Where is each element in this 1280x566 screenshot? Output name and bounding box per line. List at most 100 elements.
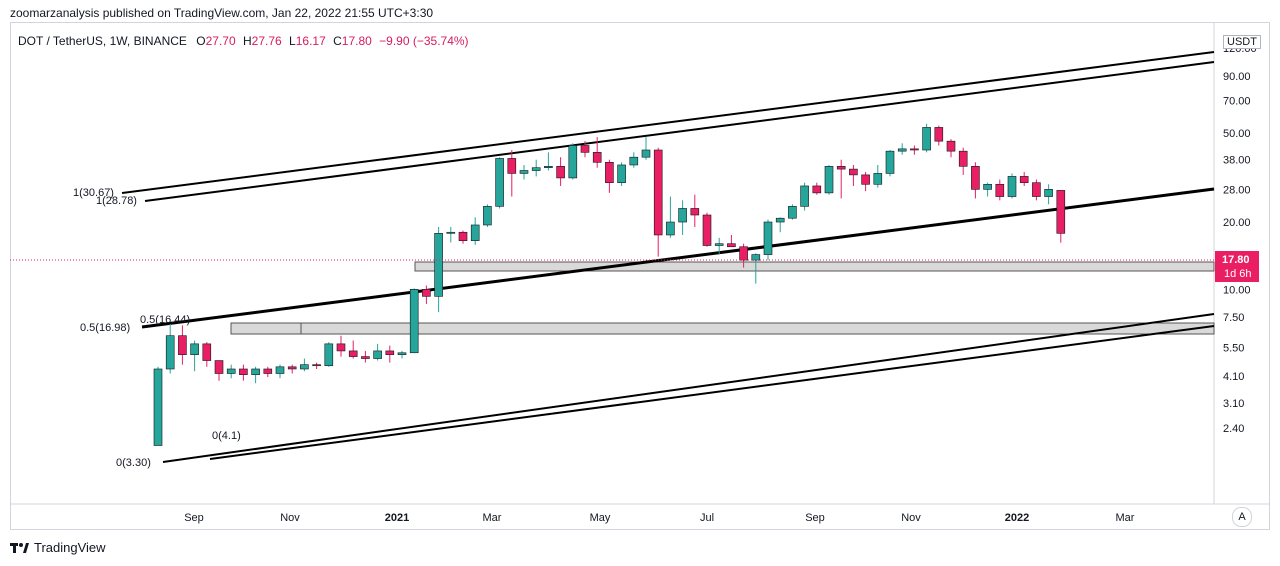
candle-body xyxy=(263,368,273,374)
candle-body xyxy=(458,231,468,241)
footer: TradingView xyxy=(10,540,106,555)
candle-body xyxy=(153,368,163,446)
candle-body xyxy=(739,246,748,261)
symbol-legend: DOT / TetherUS, 1W, BINANCE O27.70 H27.7… xyxy=(18,34,473,48)
price-tick-label: 2.40 xyxy=(1223,423,1244,435)
candle-body xyxy=(1032,182,1041,197)
countdown-value: 1d 6h xyxy=(1224,268,1252,280)
price-tick-label: 28.00 xyxy=(1223,184,1251,196)
candle-body xyxy=(946,140,956,152)
candle-body xyxy=(641,149,651,158)
candle-body xyxy=(568,145,578,179)
candle-body xyxy=(763,221,773,255)
channel-lines xyxy=(121,51,1215,463)
currency-label[interactable]: USDT xyxy=(1223,35,1261,49)
candle-body xyxy=(836,166,846,170)
footer-brand: TradingView xyxy=(34,540,106,555)
candle-body xyxy=(544,166,553,169)
zone-lower xyxy=(230,322,1215,335)
candle-body xyxy=(1056,190,1066,234)
time-tick-label: Nov xyxy=(280,512,300,524)
candle-body xyxy=(1019,176,1029,183)
price-tick-label: 90.00 xyxy=(1223,71,1251,83)
tradingview-logo-icon xyxy=(10,542,29,553)
time-tick-label: Mar xyxy=(1116,512,1135,524)
candle-body xyxy=(397,352,407,355)
candle-body xyxy=(251,368,260,375)
candle-body xyxy=(470,224,480,241)
low-value: 16.17 xyxy=(295,34,326,48)
last-price-value: 17.80 xyxy=(1222,254,1250,266)
candle-body xyxy=(788,206,797,219)
channel-bottom-line-1 xyxy=(162,313,1215,463)
candle-body xyxy=(934,127,944,142)
candle-body xyxy=(1044,189,1053,197)
candle-body xyxy=(849,168,858,176)
symbol-name: DOT / TetherUS, 1W, BINANCE xyxy=(18,34,187,48)
candle-body xyxy=(300,364,309,370)
high-value: 27.76 xyxy=(251,34,282,48)
candle-body xyxy=(202,343,212,361)
candle-body xyxy=(580,145,590,153)
support-zones xyxy=(230,261,1215,335)
candle-body xyxy=(1007,176,1017,197)
candle-body xyxy=(885,150,895,174)
candle-body xyxy=(800,185,809,207)
zone-upper xyxy=(414,261,1215,272)
time-tick-label: Sep xyxy=(805,512,825,524)
high-label: H xyxy=(243,34,252,48)
price-tick-label: 70.00 xyxy=(1223,95,1251,107)
change-value: −9.90 (−35.74%) xyxy=(379,34,469,48)
candle-body xyxy=(714,243,724,246)
price-tick-label: 38.00 xyxy=(1223,155,1251,167)
candle-body xyxy=(556,166,565,179)
candle-body xyxy=(483,206,492,226)
candle-body xyxy=(361,356,370,359)
candle-body xyxy=(287,366,297,370)
price-tick-label: 20.00 xyxy=(1223,217,1251,229)
price-tick-label: 7.50 xyxy=(1223,312,1244,324)
chart-frame[interactable] xyxy=(10,22,1270,530)
candle-body xyxy=(995,183,1005,197)
time-axis[interactable]: Sep Nov 2021 Mar May Jul Sep Nov 2022 Mar xyxy=(184,512,1135,524)
candle-body xyxy=(214,360,224,374)
channel-mid-line xyxy=(141,187,1215,329)
candle-body xyxy=(702,214,712,246)
candle-body xyxy=(239,368,248,375)
candle-body xyxy=(971,166,980,190)
candle-body xyxy=(519,170,529,174)
candle-body xyxy=(373,350,382,359)
candle-body xyxy=(592,152,602,163)
fib-annotation-label: 0(3.30) xyxy=(116,457,151,469)
candle-body xyxy=(531,167,541,171)
candle-body xyxy=(653,149,663,236)
fib-annotation-label: 1(30.67) xyxy=(73,187,114,199)
published-header: zoomarzanalysis published on TradingView… xyxy=(10,6,434,20)
candle-body xyxy=(897,148,907,152)
low-label: L xyxy=(289,34,296,48)
close-label: C xyxy=(333,34,342,48)
candle-body xyxy=(409,288,419,354)
price-tick-label: 10.00 xyxy=(1223,284,1251,296)
time-tick-label: May xyxy=(590,512,611,524)
candle-body xyxy=(983,183,992,190)
candle-body xyxy=(751,254,761,261)
close-value: 17.80 xyxy=(341,34,372,48)
candle-body xyxy=(348,350,358,357)
candle-body xyxy=(165,335,175,370)
open-label: O xyxy=(196,34,206,48)
time-tick-label: Nov xyxy=(901,512,921,524)
candle-body xyxy=(910,148,919,151)
candle-body xyxy=(824,166,834,194)
candle-body xyxy=(666,221,675,236)
candle-body xyxy=(605,162,614,183)
candle-body xyxy=(727,243,736,248)
last-price-badge: 17.80 1d 6h xyxy=(1215,251,1259,282)
time-tick-label: Jul xyxy=(700,512,714,524)
price-tick-label: 3.10 xyxy=(1223,398,1244,410)
price-axis[interactable]: 120.0090.0070.0050.0038.0028.0020.0014.0… xyxy=(1223,43,1257,435)
candle-body xyxy=(495,158,504,207)
auto-scale-button[interactable]: A xyxy=(1232,507,1252,527)
candle-body xyxy=(629,156,639,166)
